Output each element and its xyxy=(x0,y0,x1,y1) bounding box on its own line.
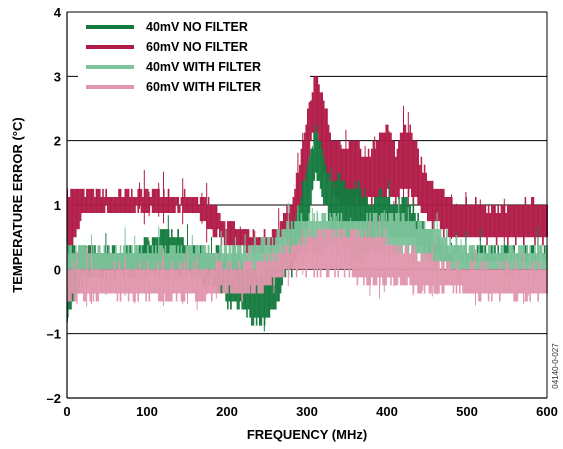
legend-label-1: 40mV NO FILTER xyxy=(146,20,248,34)
x-tick-label-3: 300 xyxy=(296,404,318,419)
y-tick-label-4: 2 xyxy=(54,134,61,149)
y-tick-label-1: –1 xyxy=(47,327,61,342)
x-tick-label-6: 600 xyxy=(536,404,558,419)
y-tick-label-5: 3 xyxy=(54,69,61,84)
legend-label-0: 60mV NO FILTER xyxy=(146,40,248,54)
legend-label-2: 40mV WITH FILTER xyxy=(146,60,261,74)
y-tick-label-0: –2 xyxy=(47,391,61,406)
x-tick-labels: 0 100 200 300 400 500 600 xyxy=(63,404,557,419)
x-tick-label-4: 400 xyxy=(376,404,398,419)
x-axis-title: FREQUENCY (MHz) xyxy=(247,427,367,442)
series-3 xyxy=(67,215,548,311)
y-tick-labels: –2 –1 0 1 2 3 4 xyxy=(47,5,62,406)
x-tick-label-0: 0 xyxy=(63,404,70,419)
x-tick-label-2: 200 xyxy=(216,404,238,419)
y-tick-label-2: 0 xyxy=(54,262,61,277)
x-tick-label-1: 100 xyxy=(136,404,158,419)
y-tick-label-3: 1 xyxy=(54,198,61,213)
x-tick-label-5: 500 xyxy=(456,404,478,419)
figure-number: 04140-0-027 xyxy=(551,343,560,389)
y-tick-label-6: 4 xyxy=(54,5,62,20)
data-series xyxy=(67,76,548,332)
legend: 40mV NO FILTER 60mV NO FILTER 40mV WITH FI… xyxy=(78,20,310,102)
y-axis-title: TEMPERATURE ERROR (°C) xyxy=(10,117,25,292)
legend-label-3: 60mV WITH FILTER xyxy=(146,80,261,94)
